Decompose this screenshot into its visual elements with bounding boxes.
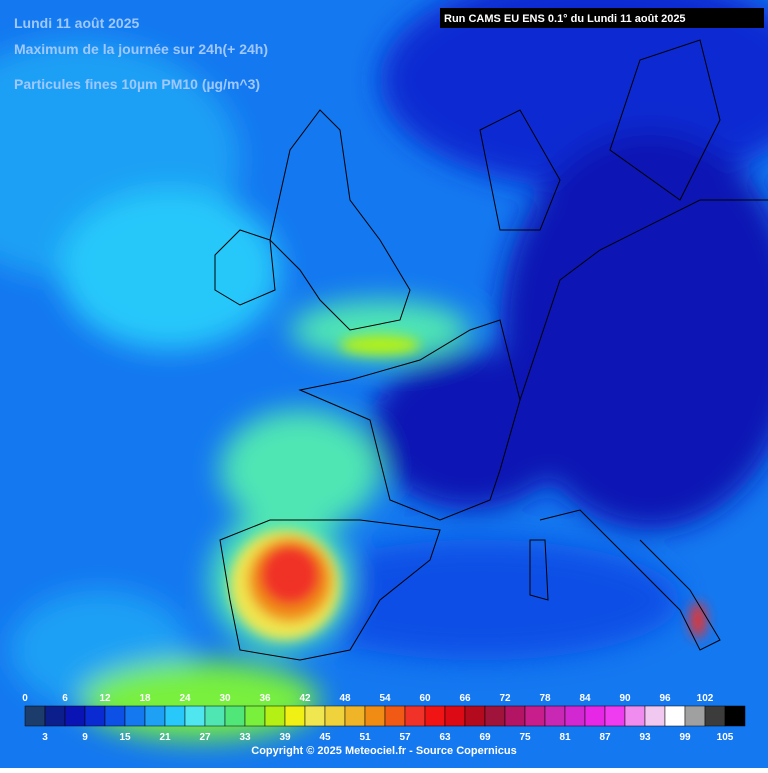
legend-tick-label: 45 (319, 732, 331, 743)
legend-tick-label: 66 (459, 693, 471, 704)
legend-tick-label: 51 (359, 732, 371, 743)
legend-swatch (604, 705, 626, 727)
hotspot (230, 335, 706, 640)
legend-tick-label: 39 (279, 732, 291, 743)
legend-tick-label: 54 (379, 693, 391, 704)
legend-tick-label: 6 (62, 693, 68, 704)
legend-swatch (664, 705, 686, 727)
legend-tick-label: 24 (179, 693, 191, 704)
legend-tick-label: 99 (679, 732, 691, 743)
legend-tick-label: 84 (579, 693, 591, 704)
legend-swatch (404, 705, 426, 727)
legend-swatch (144, 705, 166, 727)
legend-swatch (584, 705, 606, 727)
date-title: Lundi 11 août 2025 (14, 15, 139, 31)
legend-tick-label: 36 (259, 693, 271, 704)
legend-tick-label: 30 (219, 693, 231, 704)
legend-tick-label: 72 (499, 693, 511, 704)
legend-swatch (324, 705, 346, 727)
legend-swatch (444, 705, 466, 727)
legend-swatch (284, 705, 306, 727)
legend-swatch (504, 705, 526, 727)
legend-swatch (724, 705, 746, 727)
legend-swatch (624, 705, 646, 727)
legend-tick-label: 48 (339, 693, 351, 704)
legend-swatch (684, 705, 706, 727)
legend-swatch (384, 705, 406, 727)
legend-tick-label: 69 (479, 732, 491, 743)
legend-swatch (364, 705, 386, 727)
legend-tick-label: 21 (159, 732, 171, 743)
run-box (440, 8, 764, 28)
legend-tick-label: 42 (299, 693, 311, 704)
legend-tick-label: 9 (82, 732, 88, 743)
legend-swatch (204, 705, 226, 727)
legend-tick-label: 33 (239, 732, 251, 743)
legend-swatch (304, 705, 326, 727)
legend-swatch (64, 705, 86, 727)
legend-tick-label: 12 (99, 693, 111, 704)
legend-tick-label: 81 (559, 732, 571, 743)
legend-swatch (24, 705, 46, 727)
legend-swatch (524, 705, 546, 727)
legend-tick-label: 102 (697, 693, 714, 704)
coastlines (214, 39, 768, 661)
legend-swatch (44, 705, 66, 727)
legend-swatch (484, 705, 506, 727)
legend-tick-label: 3 (42, 732, 48, 743)
legend-swatch (644, 705, 666, 727)
legend-tick-label: 60 (419, 693, 431, 704)
legend-swatch (84, 705, 106, 727)
legend-swatch (424, 705, 446, 727)
legend-tick-label: 27 (199, 732, 211, 743)
legend-tick-label: 63 (439, 732, 451, 743)
subtitle: Maximum de la journée sur 24h(+ 24h) (14, 41, 268, 57)
legend-tick-label: 0 (22, 693, 28, 704)
legend-swatch (164, 705, 186, 727)
legend-tick-label: 96 (659, 693, 671, 704)
legend-swatch (564, 705, 586, 727)
variable-title: Particules fines 10µm PM10 (µg/m^3) (14, 76, 260, 92)
legend-tick-label: 105 (717, 732, 734, 743)
legend-tick-label: 78 (539, 693, 551, 704)
legend-swatch (104, 705, 126, 727)
legend-swatch (224, 705, 246, 727)
legend-swatch (704, 705, 726, 727)
legend-tick-label: 15 (119, 732, 131, 743)
legend-swatch (244, 705, 266, 727)
legend-tick-label: 93 (639, 732, 651, 743)
legend-swatch (264, 705, 286, 727)
legend-tick-label: 87 (599, 732, 611, 743)
legend-tick-label: 90 (619, 693, 631, 704)
legend-tick-label: 75 (519, 732, 531, 743)
color-legend: 0369121518212427303336394245485154576063… (22, 693, 746, 743)
legend-tick-label: 57 (399, 732, 411, 743)
legend-swatch (464, 705, 486, 727)
legend-swatch (184, 705, 206, 727)
legend-swatch (544, 705, 566, 727)
legend-swatch (124, 705, 146, 727)
run-label: Run CAMS EU ENS 0.1° du Lundi 11 août 20… (444, 13, 686, 25)
copyright: Copyright © 2025 Meteociel.fr - Source C… (251, 745, 516, 757)
legend-swatch (344, 705, 366, 727)
legend-tick-label: 18 (139, 693, 151, 704)
